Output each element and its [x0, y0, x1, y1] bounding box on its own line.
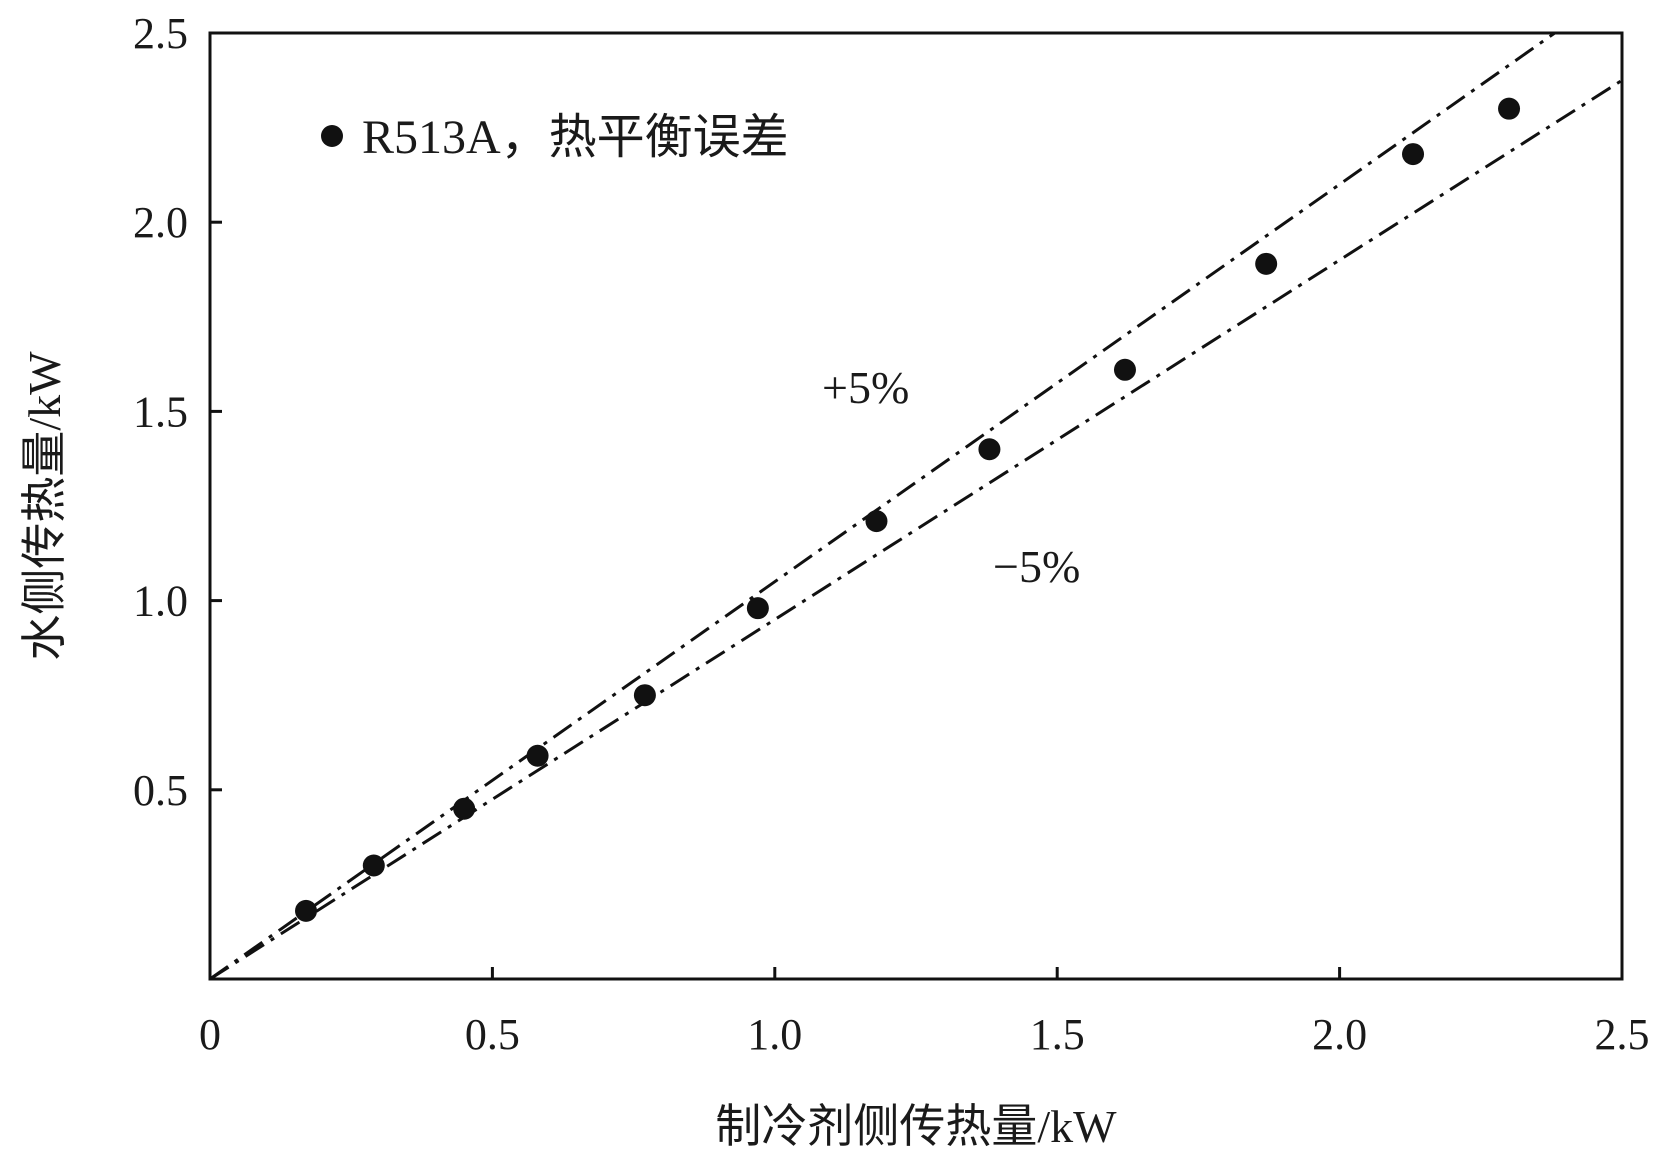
data-point	[746, 597, 769, 620]
y-tick-label: 1.0	[133, 577, 188, 626]
annotation-plus-5-percent: +5%	[822, 362, 909, 413]
x-tick-label: 2.0	[1312, 1010, 1367, 1059]
axis-ticks: 0 0.5 1.0 1.5 2.0 2.5 0.5 1.0 1.5 2.0 2.5	[133, 9, 1650, 1059]
data-point	[978, 438, 1001, 461]
reference-line-minus-5-percent	[209, 79, 1623, 981]
data-point	[865, 510, 888, 533]
data-point	[633, 684, 656, 707]
legend-label: R513A，热平衡误差	[362, 111, 789, 164]
reference-line-plus-5-percent	[209, 31, 1556, 981]
data-point	[1402, 143, 1425, 166]
x-tick-label: 1.0	[747, 1010, 802, 1059]
plot-frame	[208, 31, 1624, 981]
y-tick-label: 2.0	[133, 198, 188, 247]
reference-lines	[209, 31, 1623, 981]
y-tick-label: 1.5	[133, 387, 188, 436]
x-tick-label: 0.5	[465, 1010, 520, 1059]
y-tick-label: 2.5	[133, 9, 188, 58]
data-point	[362, 854, 385, 877]
x-tick-label: 2.5	[1595, 1010, 1650, 1059]
legend-marker	[321, 125, 343, 147]
data-point	[453, 797, 476, 820]
x-axis-title: 制冷剂侧传热量/kW	[715, 1101, 1117, 1152]
data-point	[295, 899, 318, 922]
x-tick-label: 0	[199, 1010, 221, 1059]
annotation-minus-5-percent: −5%	[993, 541, 1080, 592]
data-point	[1113, 358, 1136, 381]
data-point	[1498, 97, 1521, 120]
legend: R513A，热平衡误差	[321, 111, 789, 164]
y-axis-title: 水侧传热量/kW	[19, 351, 70, 661]
data-point	[526, 744, 549, 767]
data-point	[1255, 252, 1278, 275]
y-tick-label: 0.5	[133, 766, 188, 815]
x-tick-label: 1.5	[1030, 1010, 1085, 1059]
data-points	[295, 97, 1521, 922]
